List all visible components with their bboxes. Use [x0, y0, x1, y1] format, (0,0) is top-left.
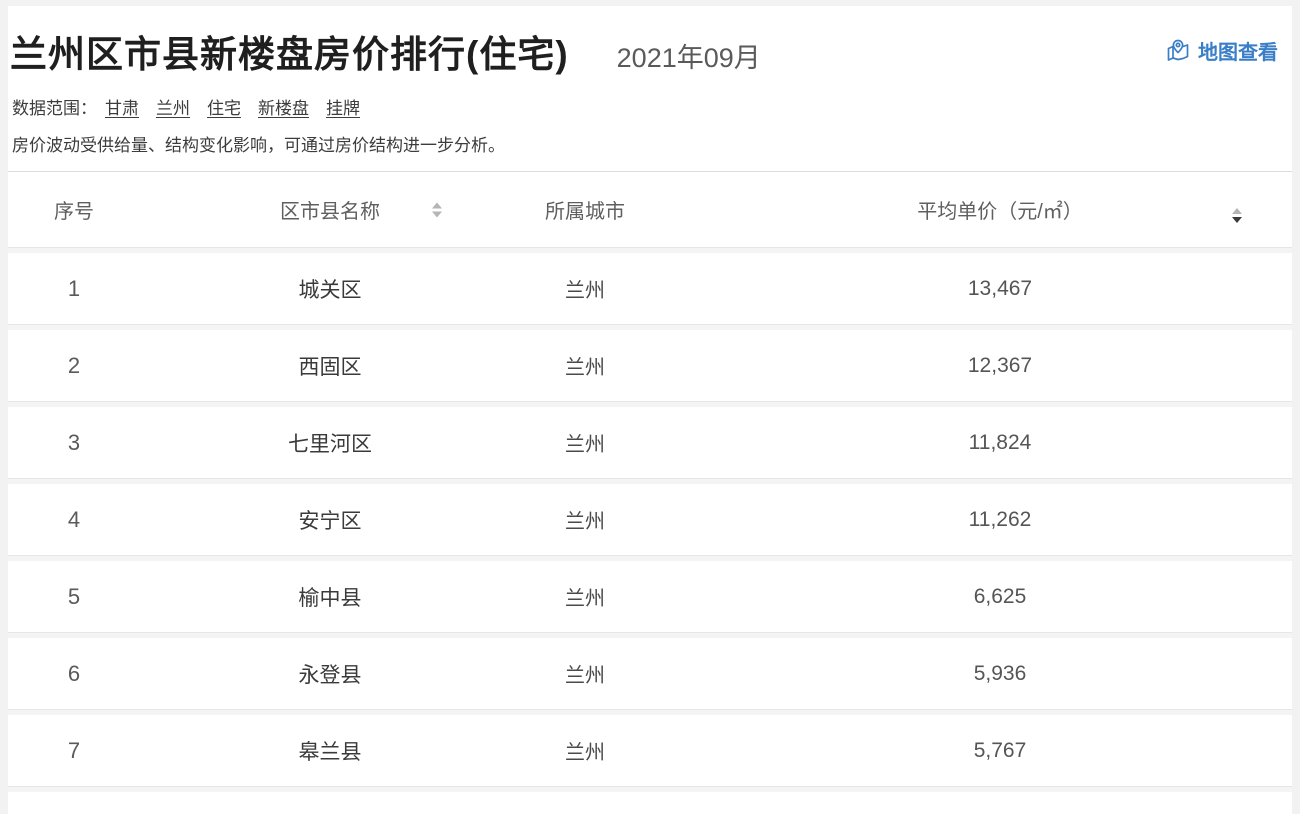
- table-row[interactable]: 5 榆中县 兰州 6,625: [8, 555, 1292, 632]
- sort-icon-price[interactable]: [1232, 207, 1242, 223]
- page-title: 兰州区市县新楼盘房价排行(住宅): [10, 34, 569, 75]
- cell-rank: 7: [67, 737, 81, 763]
- cell-district: 七里河区: [288, 432, 372, 456]
- cell-city: 兰州: [565, 665, 605, 687]
- cell-city: 兰州: [565, 588, 605, 610]
- column-header-rank: 序号: [54, 201, 94, 223]
- page-header: 兰州区市县新楼盘房价排行(住宅) 2021年09月 地图查看: [8, 6, 1292, 84]
- cell-district: 榆中县: [298, 586, 362, 610]
- table-row[interactable]: 6 永登县 兰州 5,936: [8, 632, 1292, 709]
- scope-filter-link[interactable]: 挂牌: [326, 99, 360, 118]
- cell-city: 兰州: [565, 280, 605, 302]
- table-row[interactable]: 7 皋兰县 兰州 5,767: [8, 709, 1292, 786]
- scope-filter-link[interactable]: 新楼盘: [258, 99, 309, 118]
- cell-district: 皋兰县: [298, 740, 362, 764]
- cell-price: 11,824: [968, 430, 1032, 454]
- sort-icon-district[interactable]: [432, 202, 442, 217]
- data-scope-row: 数据范围： 甘肃 兰州 住宅 新楼盘 挂牌: [12, 94, 1292, 119]
- column-header-city: 所属城市: [545, 201, 625, 223]
- cell-rank: 5: [67, 583, 81, 609]
- cell-price: 13,467: [967, 276, 1033, 300]
- table-row[interactable]: 1 城关区 兰州 13,467: [8, 247, 1292, 324]
- column-header-price[interactable]: 平均单价（元/㎡）: [917, 201, 1083, 223]
- analysis-note: 房价波动受供给量、结构变化影响，可通过房价结构进一步分析。: [12, 136, 505, 155]
- cell-rank: 6: [67, 660, 81, 686]
- cell-rank: 1: [67, 275, 81, 301]
- map-pin-icon: [1165, 38, 1191, 64]
- cell-price: 5,936: [973, 661, 1027, 685]
- table-header-row: 序号 区市县名称 所属城市 平均单价（元/㎡）: [8, 171, 1292, 247]
- next-row-partial: [8, 786, 1292, 805]
- cell-rank: 3: [67, 429, 81, 455]
- column-header-price-sort: [1182, 197, 1292, 223]
- map-view-button[interactable]: 地图查看: [1165, 36, 1278, 65]
- cell-district: 永登县: [298, 663, 362, 687]
- table-row[interactable]: 4 安宁区 兰州 11,262: [8, 478, 1292, 555]
- cell-rank: 2: [67, 352, 81, 378]
- cell-price: 6,625: [973, 584, 1027, 608]
- cell-price: 5,767: [973, 738, 1027, 762]
- cell-price: 12,367: [967, 353, 1033, 377]
- column-header-district[interactable]: 区市县名称: [140, 195, 520, 224]
- scope-filter-link[interactable]: 甘肃: [105, 99, 139, 118]
- scope-label: 数据范围：: [12, 99, 97, 118]
- cell-city: 兰州: [565, 357, 605, 379]
- cell-district: 西固区: [298, 355, 362, 379]
- scope-filter-link[interactable]: 住宅: [207, 99, 241, 118]
- cell-price: 11,262: [968, 507, 1032, 531]
- table-row[interactable]: 2 西固区 兰州 12,367: [8, 324, 1292, 401]
- cell-city: 兰州: [565, 742, 605, 764]
- cell-district: 安宁区: [298, 509, 362, 533]
- map-view-label: 地图查看: [1198, 42, 1278, 64]
- cell-city: 兰州: [565, 511, 605, 533]
- scope-filter-link[interactable]: 兰州: [156, 99, 190, 118]
- cell-city: 兰州: [565, 434, 605, 456]
- cell-district: 城关区: [298, 278, 362, 302]
- cell-rank: 4: [67, 506, 81, 532]
- table-row[interactable]: 3 七里河区 兰州 11,824: [8, 401, 1292, 478]
- period-label: 2021年09月: [616, 43, 761, 73]
- ranking-page: 兰州区市县新楼盘房价排行(住宅) 2021年09月 地图查看 数据范围： 甘肃 兰州住…: [8, 6, 1292, 814]
- price-ranking-table: 序号 区市县名称 所属城市 平均单价（元/㎡） 1 城关区 兰州 13,467 2 西固区…: [8, 171, 1292, 805]
